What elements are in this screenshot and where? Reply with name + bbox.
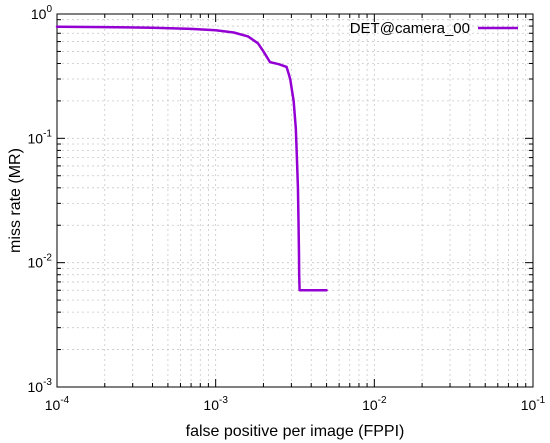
legend-label: DET@camera_00 xyxy=(350,20,470,37)
legend: DET@camera_00 xyxy=(350,20,518,37)
series-layer xyxy=(55,25,328,292)
plot-frame xyxy=(56,13,534,388)
y-axis-title: miss rate (MR) xyxy=(7,148,24,253)
y-tick-label: 100 xyxy=(31,4,53,22)
y-tick-label: 10-1 xyxy=(28,128,53,146)
x-tick-label: 10-3 xyxy=(203,395,228,413)
x-tick-label: 10-1 xyxy=(521,395,546,413)
x-tick-label: 10-2 xyxy=(362,395,387,413)
x-tick-label: 10-4 xyxy=(45,395,70,413)
x-axis-title: false positive per image (FPPI) xyxy=(186,423,405,440)
y-tick-label: 10-3 xyxy=(28,377,53,395)
axis-ticks xyxy=(56,14,533,388)
grid-lines xyxy=(57,14,533,387)
y-tick-label: 10-2 xyxy=(28,253,53,271)
series-line xyxy=(55,25,328,292)
